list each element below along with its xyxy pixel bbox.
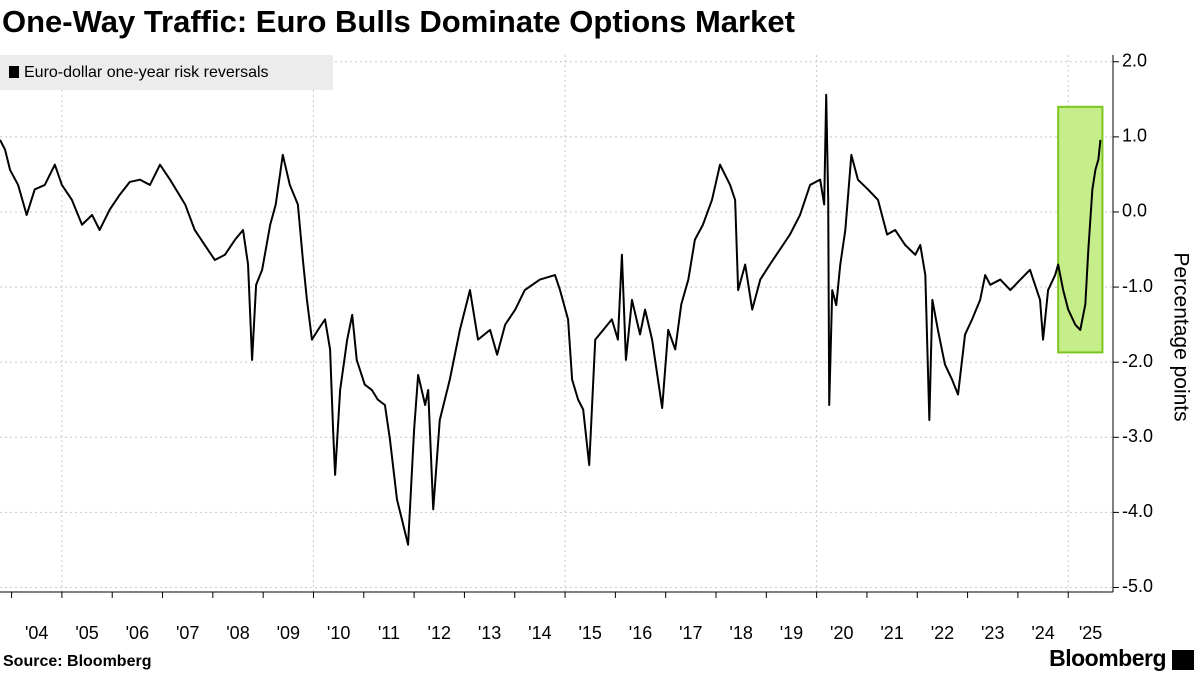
legend-swatch <box>9 66 19 78</box>
legend-box <box>0 55 333 90</box>
y-tick-label: -5.0 <box>1122 576 1153 596</box>
x-tick-label: '06 <box>126 623 149 643</box>
logo: Bloomberg <box>1049 645 1166 671</box>
data-line <box>0 93 1102 546</box>
x-tick-label: '05 <box>75 623 98 643</box>
x-tick-label: '20 <box>830 623 853 643</box>
logo-icon <box>1172 650 1194 670</box>
x-tick-label: '07 <box>176 623 199 643</box>
x-tick-label: '17 <box>679 623 702 643</box>
x-tick-label: '23 <box>981 623 1004 643</box>
x-tick-label: '16 <box>629 623 652 643</box>
x-tick-label: '10 <box>327 623 350 643</box>
x-tick-label: '22 <box>931 623 954 643</box>
y-tick-label: 0.0 <box>1122 201 1147 221</box>
x-tick-label: '25 <box>1079 623 1102 643</box>
x-tick-label: '04 <box>25 623 48 643</box>
x-tick-label: '15 <box>578 623 601 643</box>
x-tick-label: '11 <box>378 623 400 643</box>
source: Source: Bloomberg <box>3 653 151 670</box>
y-tick-label: -2.0 <box>1122 351 1153 371</box>
y-tick-label: -3.0 <box>1122 426 1153 446</box>
x-tick-label: '08 <box>226 623 249 643</box>
x-tick-label: '18 <box>729 623 752 643</box>
x-tick-label: '24 <box>1031 623 1054 643</box>
y-axis-title: Percentage points <box>1169 252 1192 421</box>
legend-label: Euro-dollar one-year risk reversals <box>24 64 269 81</box>
y-tick-label: -1.0 <box>1122 276 1153 296</box>
x-tick-label: '21 <box>880 623 903 643</box>
highlight-box <box>1057 105 1104 354</box>
x-tick-label: '09 <box>277 623 300 643</box>
chart-title: One-Way Traffic: Euro Bulls Dominate Opt… <box>2 4 795 39</box>
x-tick-label: '12 <box>428 623 451 643</box>
y-tick-label: 2.0 <box>1122 51 1147 71</box>
x-tick-label: '19 <box>780 623 803 643</box>
x-tick-label: '14 <box>528 623 551 643</box>
y-tick-label: -4.0 <box>1122 501 1153 521</box>
y-tick-label: 1.0 <box>1122 126 1147 146</box>
x-tick-label: '13 <box>478 623 501 643</box>
